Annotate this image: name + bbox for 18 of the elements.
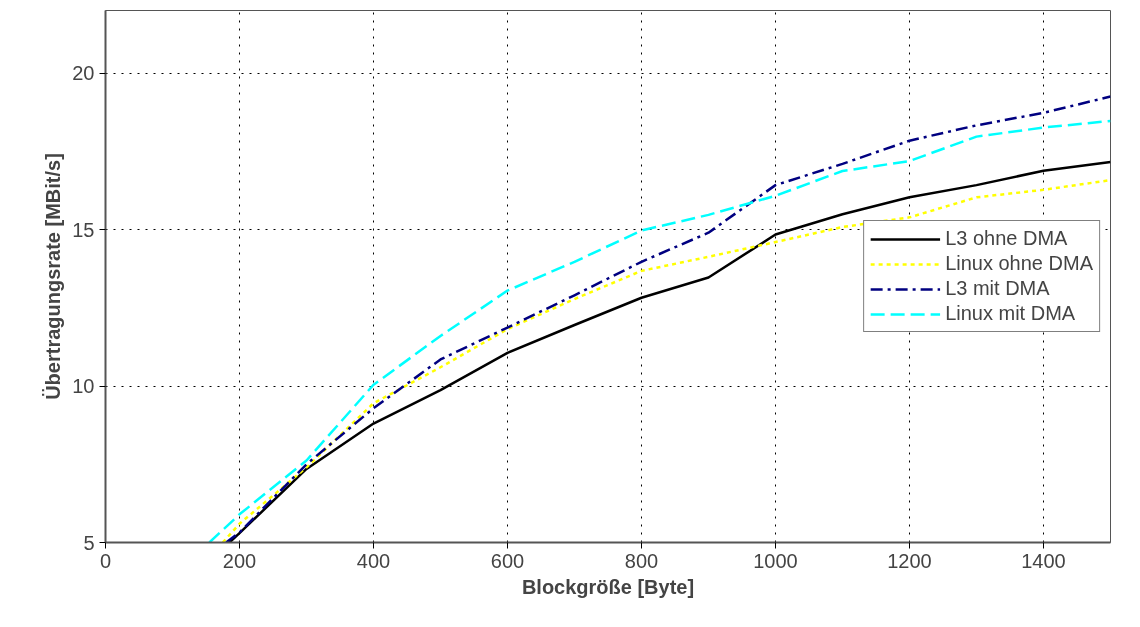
x-tick-label: 200 bbox=[222, 549, 257, 572]
y-tick-label: 20 bbox=[72, 62, 95, 85]
legend-label: Linux mit DMA bbox=[945, 302, 1076, 325]
x-tick-label: 1400 bbox=[1021, 549, 1066, 572]
legend-label: L3 ohne DMA bbox=[945, 227, 1068, 250]
y-tick-label: 5 bbox=[83, 531, 95, 554]
y-axis-title: Übertragungsrate [MBit/s] bbox=[42, 153, 65, 400]
y-tick-label: 10 bbox=[72, 375, 95, 398]
x-tick-label: 600 bbox=[490, 549, 525, 572]
x-axis-title: Blockgröße [Byte] bbox=[521, 575, 695, 598]
legend-label: L3 mit DMA bbox=[945, 277, 1050, 300]
legend-label: Linux ohne DMA bbox=[945, 252, 1093, 275]
x-tick-label: 400 bbox=[356, 549, 391, 572]
x-tick-label: 800 bbox=[624, 549, 659, 572]
y-tick-label: 15 bbox=[72, 218, 95, 241]
x-tick-label: 1000 bbox=[753, 549, 798, 572]
x-tick-label: 1200 bbox=[887, 549, 932, 572]
x-tick-label: 0 bbox=[99, 549, 112, 572]
